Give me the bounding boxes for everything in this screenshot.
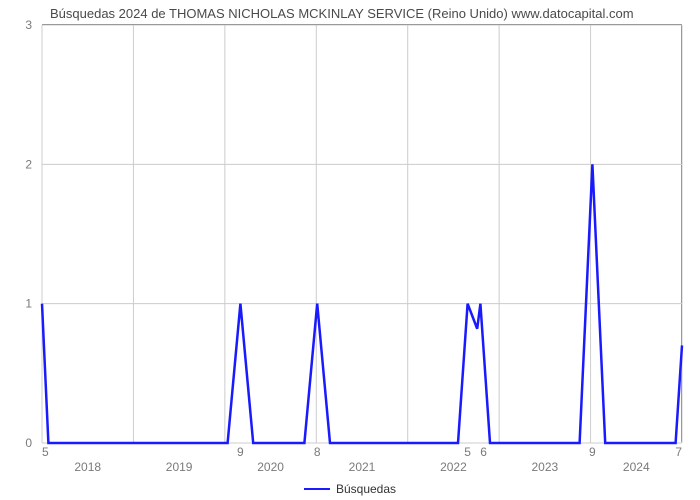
svg-text:3: 3 bbox=[25, 18, 32, 32]
legend: Búsquedas bbox=[304, 482, 396, 496]
chart-title: Búsquedas 2024 de THOMAS NICHOLAS MCKINL… bbox=[50, 6, 634, 21]
svg-text:2020: 2020 bbox=[257, 460, 284, 474]
svg-text:2019: 2019 bbox=[166, 460, 193, 474]
chart-container: Búsquedas 2024 de THOMAS NICHOLAS MCKINL… bbox=[0, 0, 700, 500]
svg-text:2: 2 bbox=[25, 157, 32, 171]
svg-text:7: 7 bbox=[675, 445, 682, 459]
svg-text:5: 5 bbox=[42, 445, 49, 459]
svg-text:2024: 2024 bbox=[623, 460, 650, 474]
svg-text:5: 5 bbox=[464, 445, 471, 459]
svg-text:2018: 2018 bbox=[74, 460, 101, 474]
svg-text:1: 1 bbox=[25, 297, 32, 311]
svg-text:6: 6 bbox=[480, 445, 487, 459]
legend-label: Búsquedas bbox=[336, 482, 396, 496]
chart-svg: 012320182019202020212022202320245985697 bbox=[42, 25, 682, 443]
svg-text:2021: 2021 bbox=[349, 460, 376, 474]
plot-area: 012320182019202020212022202320245985697 bbox=[42, 24, 682, 442]
legend-swatch bbox=[304, 488, 330, 490]
svg-text:9: 9 bbox=[237, 445, 244, 459]
svg-text:8: 8 bbox=[314, 445, 321, 459]
svg-text:2022: 2022 bbox=[440, 460, 467, 474]
svg-text:2023: 2023 bbox=[532, 460, 559, 474]
svg-text:9: 9 bbox=[589, 445, 596, 459]
svg-text:0: 0 bbox=[25, 436, 32, 450]
